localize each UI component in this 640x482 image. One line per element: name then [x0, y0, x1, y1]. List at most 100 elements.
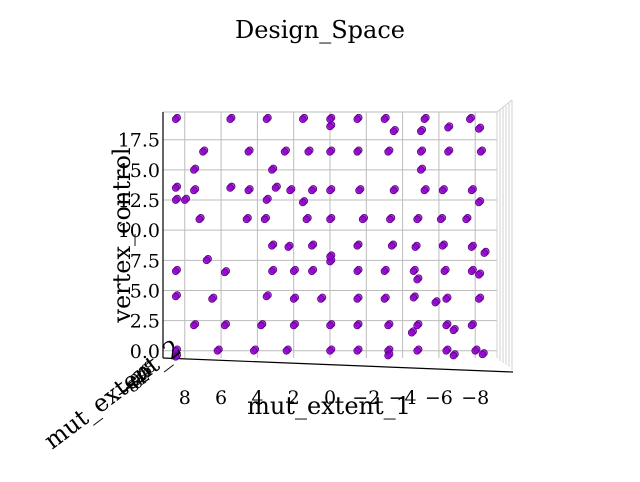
data-point [244, 186, 253, 195]
data-point [380, 295, 389, 303]
data-point [442, 321, 450, 330]
data-point [289, 295, 298, 303]
data-point [355, 186, 363, 195]
x-tick-label: 0 [324, 387, 336, 409]
data-point [444, 147, 452, 156]
data-point [208, 295, 216, 303]
data-point [438, 186, 447, 195]
data-point [308, 186, 316, 195]
x-tick-label: −4 [389, 387, 417, 409]
data-point [171, 115, 180, 124]
data-point [302, 215, 311, 224]
data-point [353, 295, 362, 303]
data-point [326, 252, 334, 261]
data-point [480, 249, 489, 257]
data-point [386, 215, 394, 224]
data-point [442, 295, 450, 303]
data-point [353, 346, 362, 355]
data-point [444, 123, 452, 132]
pane-edges [496, 99, 513, 370]
data-point [195, 215, 204, 224]
data-point [416, 166, 425, 174]
data-point [171, 184, 180, 192]
data-point [407, 328, 416, 337]
data-point [244, 147, 253, 156]
x-axis-line [162, 357, 514, 373]
data-point [298, 198, 307, 207]
data-point [326, 215, 334, 224]
data-point [413, 321, 421, 330]
x-tick-label: 6 [215, 387, 227, 409]
data-point [449, 326, 458, 335]
data-point [220, 321, 229, 330]
data-point [420, 186, 429, 195]
data-point [380, 115, 389, 124]
z-tick-label: 0.0 [130, 341, 160, 363]
data-point [171, 292, 180, 301]
data-point [317, 295, 325, 303]
data-point [380, 267, 389, 275]
data-point [260, 215, 269, 224]
data-point [462, 215, 470, 224]
data-point [268, 242, 276, 250]
data-point [387, 242, 396, 250]
data-point [326, 147, 334, 156]
data-point [268, 267, 276, 275]
data-point [326, 346, 334, 355]
data-points [171, 113, 490, 361]
data-point [465, 115, 474, 124]
data-point [180, 196, 189, 204]
data-point [389, 186, 398, 195]
x-tick-label: −6 [425, 387, 453, 409]
data-point [440, 267, 449, 275]
data-point [284, 243, 293, 251]
data-point [353, 147, 362, 156]
data-point [471, 346, 480, 355]
data-point [416, 147, 425, 156]
data-point [271, 184, 280, 192]
data-point [262, 115, 271, 124]
data-point [226, 184, 234, 192]
data-point [171, 352, 180, 361]
data-point [476, 147, 485, 156]
data-point [442, 346, 450, 355]
data-point [409, 267, 418, 275]
x-tick-label: 4 [251, 387, 263, 409]
z-tick-label: 12.5 [118, 190, 160, 212]
data-point [326, 186, 334, 195]
z-tick-label: 15.0 [118, 160, 160, 182]
data-point [413, 275, 421, 284]
data-point [475, 198, 483, 207]
data-point [413, 346, 421, 355]
data-point [411, 243, 420, 251]
data-point [409, 293, 418, 302]
data-point [289, 321, 298, 330]
z-tick-label: 17.5 [118, 130, 160, 152]
chart-title: Design_Space [235, 16, 405, 44]
data-point [384, 321, 392, 330]
data-point [353, 242, 362, 250]
x-axis-label: mut_extent_1 [247, 392, 411, 420]
data-point [190, 166, 198, 174]
data-point [436, 215, 445, 224]
data-point [308, 242, 316, 250]
z-tick-label: 7.5 [130, 250, 160, 272]
data-point [226, 115, 234, 124]
data-point [202, 256, 211, 265]
data-point [475, 295, 483, 303]
data-point [262, 292, 271, 301]
data-point [220, 268, 229, 277]
data-point [413, 215, 421, 224]
data-point [389, 127, 398, 136]
z-tick-label: 10.0 [118, 220, 160, 242]
data-point [467, 186, 476, 195]
data-point [282, 346, 291, 355]
data-point [199, 147, 207, 156]
data-point [353, 321, 362, 330]
data-point [326, 122, 334, 131]
data-point [358, 215, 367, 224]
y-axis-label: mut_extent_2 [39, 334, 187, 455]
x-tick-label: 2 [288, 387, 300, 409]
data-point [304, 147, 313, 156]
